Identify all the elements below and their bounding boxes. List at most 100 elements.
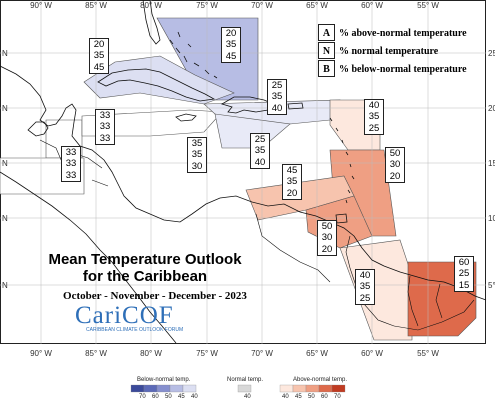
scale-above-swatch (292, 384, 307, 393)
cuba-coast (97, 68, 216, 102)
key-above: A % above-normal temperature (318, 24, 480, 43)
prob-above: 50 (389, 148, 401, 159)
prob-normal: 35 (286, 176, 298, 188)
prob-box-windward-islands: 50 30 20 (385, 147, 405, 183)
lat-label-left: N (2, 159, 8, 168)
scale-below-tick: 70 (139, 394, 146, 400)
prob-below: 45 (225, 50, 237, 62)
prob-normal: 35 (254, 145, 266, 157)
lesser-antilles (329, 117, 355, 204)
lat-label-left: N (2, 281, 8, 290)
map-title-line1: Mean Temperature Outlook (48, 251, 242, 268)
lat-label-right: 15° N (488, 159, 495, 168)
lat-label-right: 20° N (488, 104, 495, 113)
lat-label-left: N (2, 104, 8, 113)
lat-label-right: 25° N (488, 49, 495, 58)
key-letter-below: B (318, 60, 335, 77)
prob-below: 25 (368, 122, 380, 134)
pacific-coast (0, 171, 177, 344)
prob-below: 20 (321, 243, 333, 255)
prob-box-cuba: 20 35 45 (89, 38, 109, 74)
prob-above: 45 (286, 165, 298, 176)
prob-below: 20 (286, 187, 298, 199)
caricof-logo-subtitle: CARIBBEAN CLIMATE OUTLOOK FORUM (86, 327, 184, 333)
scale-normal-title: Normal temp. (227, 377, 264, 383)
prob-above: 33 (99, 110, 111, 121)
prob-above: 60 (458, 257, 470, 268)
prob-box-abc-islands: 45 35 20 (282, 164, 302, 200)
scale-above-title: Above-normal temp. (293, 377, 348, 383)
scale-above-tick: 70 (334, 394, 341, 400)
scale-below-swatch (130, 384, 145, 393)
caricof-logo: CariCOF (75, 302, 174, 329)
prob-below: 33 (99, 132, 111, 144)
scale-normal-swatch (237, 384, 252, 393)
prob-above: 40 (359, 270, 371, 281)
prob-below: 30 (191, 160, 203, 172)
scale-below-tick: 50 (165, 394, 172, 400)
prob-box-trinidad: 50 30 20 (317, 220, 337, 256)
scale-normal-tick: 40 (244, 394, 251, 400)
prob-box-guyana: 40 35 25 (355, 269, 375, 305)
border-brazil-south (393, 299, 475, 331)
jamaica-coast (175, 113, 197, 122)
prob-normal: 35 (225, 39, 237, 51)
scale-above-swatch (305, 384, 320, 393)
prob-normal: 30 (321, 232, 333, 244)
scale-below-swatch (143, 384, 158, 393)
lon-label-bottom: 80° W (140, 349, 162, 358)
scale-below-tick: 40 (191, 394, 198, 400)
lat-label-right: 10° N (488, 214, 495, 223)
lon-label-top: 55° W (417, 1, 439, 10)
prob-above: 25 (254, 134, 266, 145)
region-cuba (83, 55, 235, 105)
prob-normal: 35 (271, 91, 283, 103)
prob-above: 40 (368, 100, 380, 111)
key-normal: N % normal temperature (318, 42, 480, 61)
scale-above-tick: 50 (308, 394, 315, 400)
prob-below: 20 (389, 170, 401, 182)
prob-box-hispaniola-south: 25 35 40 (250, 133, 270, 169)
border-guatemala (39, 139, 63, 163)
scale-below-swatch (169, 384, 184, 393)
season-label: October - November - December - 2023 (63, 290, 247, 302)
puerto-rico-coast (287, 102, 304, 110)
map-title-line2: for the Caribbean (82, 268, 208, 285)
hispaniola-coast (221, 96, 275, 114)
region-jamaica-and-cayman (81, 109, 223, 137)
prob-normal: 33 (99, 121, 111, 133)
scale-above-tick: 60 (321, 394, 328, 400)
border-nicaragua (91, 179, 109, 187)
color-scale (130, 384, 346, 393)
prob-box-jamaica: 35 35 30 (187, 137, 207, 173)
lon-label-bottom: 75° W (196, 349, 218, 358)
border-guyana-suriname (407, 275, 419, 327)
lon-label-top: 90° W (30, 1, 52, 10)
prob-box-northern-central-america: 33 33 33 (61, 146, 81, 182)
prob-above: 33 (65, 147, 77, 158)
prob-above: 20 (93, 39, 105, 50)
prob-box-hispaniola-north: 25 35 40 (267, 79, 287, 115)
lon-label-bottom: 85° W (85, 349, 107, 358)
key-text-normal: % normal temperature (339, 46, 439, 57)
prob-normal: 35 (191, 149, 203, 161)
prob-below: 15 (458, 279, 470, 291)
prob-above: 50 (321, 221, 333, 232)
axis-ticks: 90° W 90° W 85° W 85° W 80° W 80° W 75° W 75° W… (2, 1, 495, 358)
prob-below: 40 (271, 102, 283, 114)
prob-normal: 35 (368, 111, 380, 123)
bahamas-islands (169, 31, 218, 79)
prob-normal: 30 (389, 159, 401, 171)
scale-below-tick: 60 (152, 394, 159, 400)
mainland-coast (0, 65, 487, 301)
prob-normal: 25 (458, 268, 470, 280)
lat-label-left: N (2, 49, 8, 58)
lat-label-right: 5° N (488, 281, 495, 290)
border-suriname-guiana (435, 283, 443, 319)
lon-label-top: 85° W (85, 1, 107, 10)
lon-label-top: 65° W (306, 1, 328, 10)
lon-label-top: 60° W (361, 1, 383, 10)
florida-coast (142, 0, 161, 45)
lon-label-bottom: 65° W (306, 349, 328, 358)
prob-above: 25 (271, 80, 283, 91)
